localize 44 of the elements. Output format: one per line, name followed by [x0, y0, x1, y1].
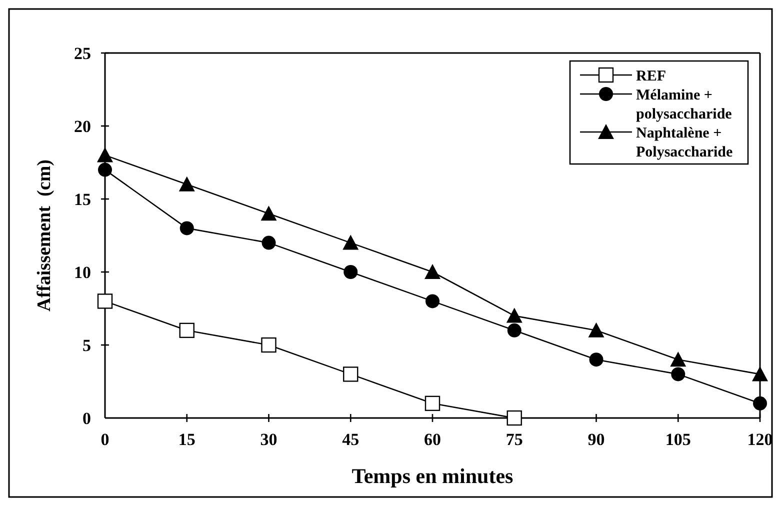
- point: [97, 147, 113, 162]
- point: [506, 308, 522, 323]
- point: [260, 206, 277, 221]
- x-tick-label: 15: [178, 430, 196, 449]
- point: [506, 410, 522, 426]
- x-axis-title: Temps en minutes: [352, 464, 514, 488]
- legend-label: Mélamine + polysaccharide: [636, 87, 732, 122]
- y-tick-label: 15: [74, 190, 91, 209]
- point: [343, 366, 358, 382]
- y-tick-label: 0: [82, 408, 91, 428]
- point: [97, 294, 113, 309]
- point: [507, 323, 522, 338]
- y-tick-label: 25: [74, 44, 91, 63]
- x-tick-label: 75: [506, 430, 523, 449]
- y-tick-label: 5: [82, 336, 91, 355]
- point: [178, 176, 195, 192]
- x-tick-label: 45: [342, 430, 360, 449]
- point: [671, 367, 686, 382]
- x-tick-label: 60: [424, 430, 441, 449]
- point: [424, 264, 440, 279]
- point: [589, 352, 604, 367]
- point: [426, 294, 440, 308]
- point: [753, 396, 767, 410]
- x-tick-label: 0: [100, 430, 110, 449]
- point: [588, 322, 604, 338]
- point: [98, 162, 112, 177]
- point: [670, 352, 686, 367]
- point: [344, 265, 358, 279]
- legend-label: REF: [636, 68, 666, 84]
- y-axis-title: Affaissement (cm): [34, 160, 55, 312]
- legend-label: Naphtalène + Polysaccharide: [636, 125, 733, 160]
- point: [262, 236, 276, 250]
- x-tick-label: 105: [665, 430, 691, 449]
- point: [179, 322, 194, 338]
- point: [180, 221, 194, 236]
- x-tick-label: 30: [260, 430, 278, 449]
- y-tick-label: 10: [74, 262, 91, 282]
- point: [261, 337, 276, 353]
- x-tick-label: 120: [747, 430, 773, 449]
- y-tick-label: 20: [74, 116, 91, 136]
- point: [424, 396, 440, 411]
- point: [342, 234, 359, 250]
- x-tick-label: 90: [588, 430, 605, 449]
- point: [752, 366, 768, 382]
